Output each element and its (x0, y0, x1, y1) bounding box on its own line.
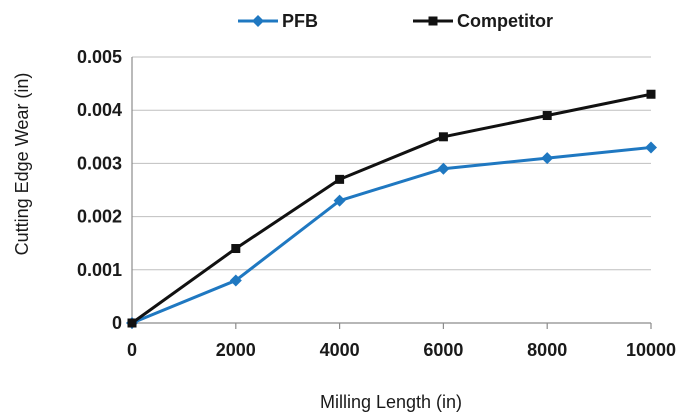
x-tick-label: 10000 (626, 340, 676, 360)
competitor-line (131, 92, 652, 325)
y-tick-label: 0.004 (77, 100, 122, 120)
x-tick-label: 4000 (320, 340, 360, 360)
y-tick-label: 0.002 (77, 207, 122, 227)
pfb-point (437, 162, 450, 175)
series-layer (126, 89, 657, 329)
competitor-point (127, 318, 137, 328)
axes (131, 57, 652, 329)
pfb-point (541, 152, 554, 165)
legend-competitor-label: Competitor (457, 11, 553, 31)
legend-pfb-marker (252, 15, 264, 27)
legend: PFB Competitor (238, 11, 553, 31)
x-tick-label: 0 (127, 340, 137, 360)
pfb-point (645, 141, 657, 154)
y-axis-label: Cutting Edge Wear (in) (12, 73, 32, 256)
x-tick-label: 8000 (527, 340, 567, 360)
competitor-point (335, 174, 345, 184)
legend-competitor-marker (428, 16, 438, 26)
pfb-point (333, 194, 346, 207)
y-tick-label: 0.003 (77, 153, 122, 173)
gridlines (132, 56, 651, 271)
x-tick-label: 6000 (423, 340, 463, 360)
y-tick-label: 0.001 (77, 260, 122, 280)
x-tick-labels: 0 2000 4000 6000 8000 10000 (127, 340, 676, 360)
competitor-point (438, 132, 448, 142)
x-tick-label: 2000 (216, 340, 256, 360)
x-axis-label: Milling Length (in) (320, 392, 462, 412)
legend-pfb-label: PFB (282, 11, 318, 31)
pfb-point (229, 274, 242, 287)
y-tick-label: 0 (112, 313, 122, 333)
pfb-line (131, 145, 652, 325)
y-tick-labels: 0 0.001 0.002 0.003 0.004 0.005 (77, 47, 122, 333)
y-tick-label: 0.005 (77, 47, 122, 67)
competitor-point (231, 244, 241, 254)
competitor-point (646, 89, 656, 99)
competitor-point (542, 111, 552, 121)
